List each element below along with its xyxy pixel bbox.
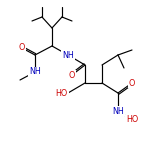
Text: O: O xyxy=(69,70,75,80)
Text: NH: NH xyxy=(112,106,124,116)
Text: HO: HO xyxy=(126,116,138,124)
Text: O: O xyxy=(129,78,135,87)
Text: HO: HO xyxy=(56,88,68,98)
Text: NH: NH xyxy=(62,51,74,60)
Text: O: O xyxy=(19,44,25,52)
Text: NH: NH xyxy=(29,68,41,76)
